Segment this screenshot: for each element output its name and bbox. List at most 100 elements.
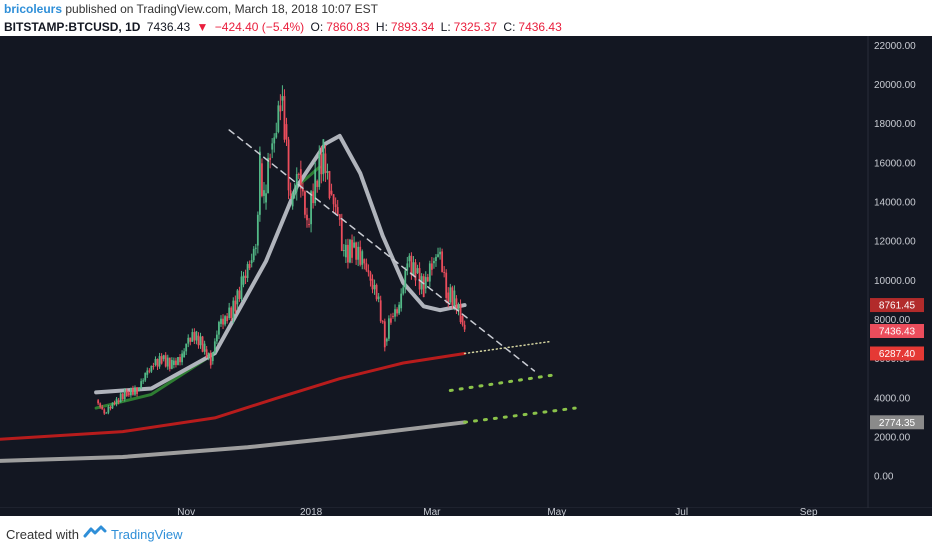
candle-body: [301, 188, 304, 192]
candle-body: [318, 153, 321, 187]
price-badge-label: 7436.43: [879, 326, 916, 337]
candle-body: [101, 406, 104, 410]
x-axis-background: [0, 508, 932, 516]
y-tick-label: 14000.00: [874, 197, 916, 208]
candle-body: [312, 191, 315, 204]
candle-body: [203, 343, 206, 352]
candle-body: [177, 357, 179, 365]
candle-body: [371, 278, 374, 290]
y-tick-label: 18000.00: [874, 119, 916, 130]
x-tick-label: May: [547, 507, 566, 516]
candle-body: [428, 263, 431, 282]
candle-body: [299, 169, 302, 189]
change-arrow-icon: ▼: [196, 20, 209, 34]
candle-body: [138, 387, 140, 391]
candle-body: [279, 105, 282, 112]
candle-body: [340, 219, 343, 251]
candle-body: [338, 214, 341, 220]
candle-body: [430, 263, 433, 270]
candle-body: [330, 190, 333, 195]
candle-body: [414, 262, 417, 281]
candle-body: [418, 268, 421, 290]
candle-body: [105, 412, 108, 414]
x-tick-label: 2018: [300, 507, 323, 516]
candle-body: [275, 132, 278, 138]
candle-body: [455, 298, 458, 311]
candle-body: [220, 318, 222, 324]
candle-body: [387, 318, 390, 339]
candle-body: [183, 351, 186, 358]
candle-body: [385, 338, 388, 342]
candle-body: [287, 139, 290, 191]
candle-body: [209, 352, 212, 366]
plot-background: [0, 36, 868, 508]
candle-body: [228, 307, 231, 318]
candle-body: [400, 293, 403, 309]
close-value: 7436.43: [518, 20, 562, 34]
candle-body: [258, 151, 261, 215]
symbol-name[interactable]: BITSTAMP:BTCUSD, 1D: [4, 20, 141, 34]
y-tick-label: 12000.00: [874, 237, 916, 248]
candle-body: [314, 169, 317, 204]
candle-body: [211, 352, 214, 362]
candle-body: [342, 250, 345, 252]
candle-body: [435, 256, 437, 262]
candle-body: [383, 321, 386, 348]
candle-body: [246, 264, 249, 279]
candle-body: [134, 387, 136, 395]
candle-body: [457, 304, 460, 311]
candle-body: [152, 365, 155, 367]
y-tick-label: 22000.00: [874, 41, 916, 52]
price-badge: [870, 415, 924, 430]
candle-body: [127, 392, 130, 396]
chart-area[interactable]: 22000.00 20000.00 18000.00 16000.00 14000.00…: [0, 36, 932, 518]
candle-body: [248, 264, 251, 269]
candle-body: [109, 406, 112, 409]
candle-body: [207, 352, 210, 358]
footer: Created with TradingView: [0, 516, 932, 550]
candle-body: [297, 174, 300, 176]
candle-body: [363, 259, 366, 264]
candle-body: [416, 268, 419, 273]
candle-body: [320, 153, 323, 175]
ma-slow-line: [0, 352, 467, 441]
candle-body: [304, 191, 306, 215]
candle-body: [195, 331, 198, 341]
candle-body: [146, 370, 149, 375]
candle-body: [168, 357, 171, 369]
candle-body: [107, 406, 110, 413]
candle-body: [197, 335, 200, 346]
candle-body: [381, 321, 384, 323]
candle-body: [332, 194, 335, 205]
price-chart[interactable]: 22000.00 20000.00 18000.00 16000.00 14000.00…: [0, 36, 932, 518]
candle-body: [433, 261, 435, 264]
tradingview-brand-link[interactable]: TradingView: [111, 527, 183, 542]
candle-body: [453, 290, 456, 305]
candle-body: [179, 357, 181, 363]
created-with-text: Created with: [6, 527, 79, 542]
candle-body: [193, 332, 196, 341]
candle-body: [261, 163, 263, 196]
y-tick-label: 2000.00: [874, 432, 911, 443]
y-tick-label: 10000.00: [874, 276, 916, 287]
candle-body: [459, 304, 462, 323]
candle-body: [222, 318, 224, 325]
projection-line: [463, 406, 577, 424]
candle-body: [355, 242, 358, 260]
candle-body: [273, 137, 276, 144]
candle-body: [156, 358, 159, 367]
candle-body: [201, 336, 204, 352]
y-tick-label: 20000.00: [874, 80, 916, 91]
projection-line: [463, 340, 552, 355]
x-tick-label: Sep: [800, 507, 818, 516]
candle-body: [189, 337, 192, 342]
candle-body: [353, 242, 355, 248]
y-tick-label: 16000.00: [874, 158, 916, 169]
candle-body: [267, 157, 269, 194]
candle-body: [121, 393, 124, 400]
publisher-username[interactable]: bricoleurs: [4, 2, 63, 16]
candle-body: [445, 272, 448, 298]
candle-body: [369, 272, 372, 281]
candle-body: [166, 357, 169, 367]
candle-body: [365, 263, 368, 271]
